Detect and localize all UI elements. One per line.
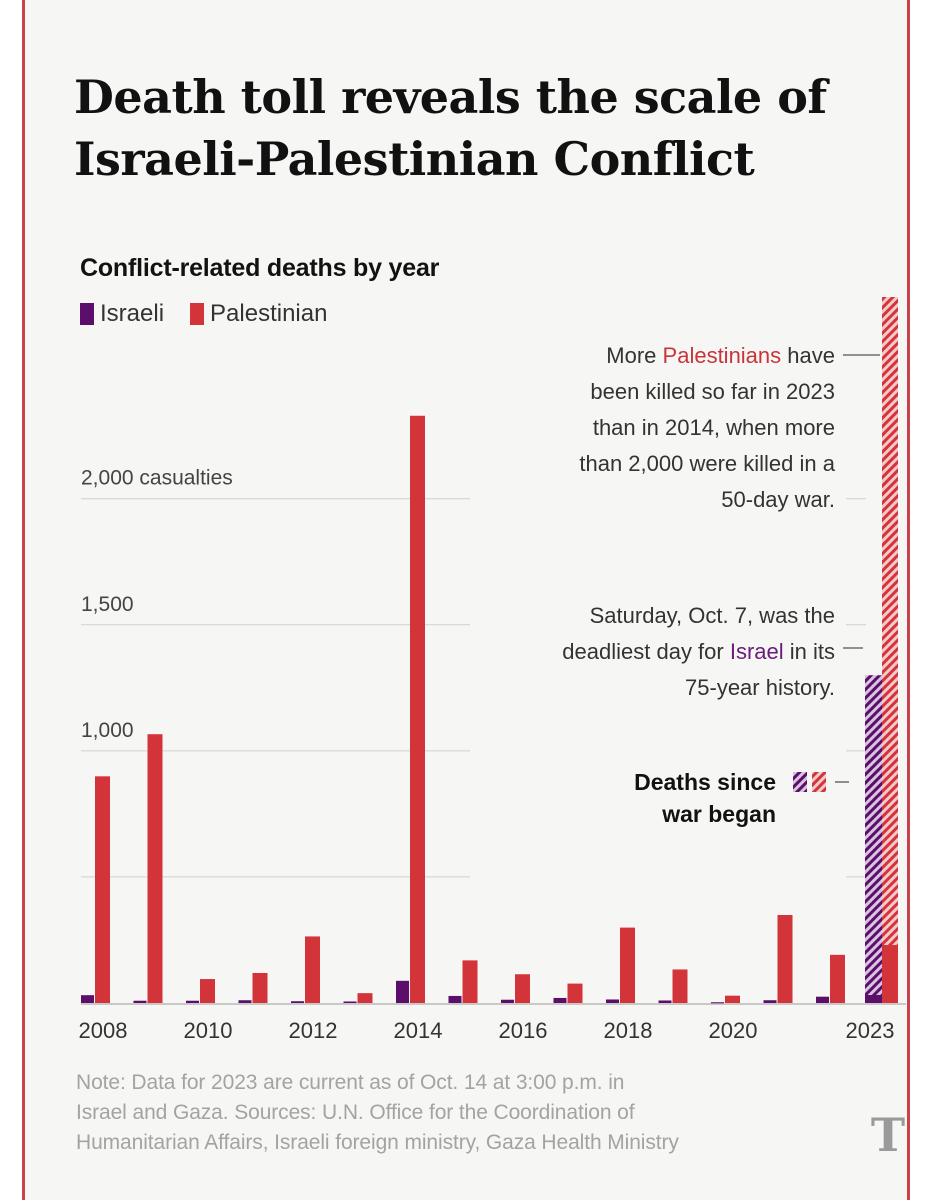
bar-israeli-2015 bbox=[448, 995, 462, 1003]
annotation-israel: Saturday, Oct. 7, was the deadliest day … bbox=[470, 598, 835, 706]
bar-palestinian-2013 bbox=[357, 993, 373, 1003]
annotation-israel-line-3: 75-year history. bbox=[685, 675, 835, 700]
bar-israeli-2023 bbox=[865, 995, 882, 1003]
annotation-palestinians-line-4: than 2,000 were killed in a bbox=[579, 451, 835, 476]
y-tick-label: 1,500 bbox=[81, 593, 134, 616]
bar-palestinian-2016 bbox=[515, 974, 530, 1003]
x-tick-label: 2016 bbox=[499, 1018, 548, 1043]
annotation-palestinians-line-5: 50-day war. bbox=[721, 487, 835, 512]
annotation-palestinians: More Palestinians have been killed so fa… bbox=[490, 338, 835, 518]
annotation-israel-line-2-pre: deadliest day for bbox=[562, 639, 730, 664]
since-war-key-palestinian bbox=[812, 772, 826, 792]
bar-israeli-2010 bbox=[186, 1000, 199, 1003]
bar-palestinian-2008 bbox=[95, 776, 110, 1003]
bar-israeli-2019 bbox=[658, 1000, 672, 1003]
bar-israeli-2013 bbox=[343, 1001, 357, 1003]
chart-subtitle: Conflict-related deaths by year bbox=[80, 254, 440, 282]
bar-palestinian-2020 bbox=[725, 995, 740, 1003]
headline: Death toll reveals the scale of Israeli-… bbox=[74, 66, 894, 190]
legend-swatch-palestinian bbox=[190, 303, 205, 325]
bar-palestinian-2010 bbox=[200, 979, 215, 1003]
annotation-palestinians-line-1: More Palestinians have bbox=[490, 338, 835, 374]
annotation-israel-line-2-post: in its bbox=[783, 639, 835, 664]
bar-israeli-2016 bbox=[501, 999, 514, 1003]
bar-israeli-2018 bbox=[606, 999, 619, 1003]
annotation-since-war-line-1: Deaths since bbox=[634, 769, 776, 795]
bar-israeli-2009 bbox=[133, 1000, 147, 1003]
annotation-palestinians-line-1-post: have bbox=[781, 343, 835, 368]
source-note-line-3: Humanitarian Affairs, Israeli foreign mi… bbox=[76, 1131, 679, 1154]
headline-line-1: Death toll reveals the scale of bbox=[74, 70, 827, 124]
bar-palestinian-2011 bbox=[252, 972, 268, 1003]
bar-israeli-2014 bbox=[396, 980, 409, 1003]
bar-palestinian-2023 bbox=[882, 945, 898, 1003]
bar-israeli-2022 bbox=[816, 996, 829, 1003]
bar-palestinian-2022 bbox=[830, 954, 845, 1003]
x-tick-label: 2020 bbox=[709, 1018, 758, 1043]
bar-israeli-2017 bbox=[553, 997, 567, 1003]
x-tick-label: 2008 bbox=[79, 1018, 128, 1043]
annotation-israel-highlight: Israel bbox=[729, 639, 784, 664]
bar-israeli-2011 bbox=[238, 1000, 252, 1003]
bar-israeli-2020 bbox=[711, 1002, 724, 1004]
legend-label-palestinian: Palestinian bbox=[210, 300, 328, 327]
bar-palestinian-2021 bbox=[777, 915, 793, 1003]
bar-palestinian-2015 bbox=[462, 960, 478, 1003]
bar-palestinian-2019 bbox=[672, 969, 688, 1003]
source-note-line-2: Israel and Gaza. Sources: U.N. Office fo… bbox=[76, 1101, 635, 1124]
bar-palestinian-2014 bbox=[410, 415, 425, 1003]
annotation-since-war: Deaths since war began bbox=[590, 766, 776, 830]
bar-israeli-2008 bbox=[81, 995, 94, 1003]
x-tick-label: 2012 bbox=[289, 1018, 338, 1043]
x-tick-label: 2014 bbox=[394, 1018, 443, 1043]
y-tick-label: 2,000 casualties bbox=[81, 467, 233, 490]
annotation-palestinians-line-3: than in 2014, when more bbox=[592, 415, 835, 440]
source-note-line-1: Note: Data for 2023 are current as of Oc… bbox=[76, 1071, 625, 1094]
bar-palestinian-2009 bbox=[147, 734, 163, 1003]
legend-item-palestinian: Palestinian bbox=[190, 300, 327, 328]
bar-palestinian-2023-since-war bbox=[882, 297, 898, 946]
bar-israeli-2012 bbox=[291, 1001, 304, 1003]
legend: Israeli Palestinian bbox=[80, 300, 353, 328]
y-tick-label: 1,000 bbox=[81, 719, 134, 742]
bar-palestinian-2012 bbox=[305, 936, 320, 1003]
legend-item-israeli: Israeli bbox=[80, 300, 164, 328]
annotation-since-war-line-2: war began bbox=[662, 801, 776, 827]
annotation-palestinians-line-2: been killed so far in 2023 bbox=[590, 379, 835, 404]
headline-line-2: Israeli-Palestinian Conflict bbox=[74, 132, 755, 186]
x-tick-label: 2018 bbox=[604, 1018, 653, 1043]
bar-israeli-2023-since-war bbox=[865, 675, 882, 1003]
legend-swatch-israeli bbox=[80, 303, 94, 325]
bar-palestinian-2017 bbox=[567, 983, 583, 1003]
legend-label-israeli: Israeli bbox=[100, 300, 165, 327]
bar-palestinian-2018 bbox=[620, 927, 635, 1003]
annotation-israel-line-2: deadliest day for Israel in its bbox=[470, 634, 835, 670]
source-note: Note: Data for 2023 are current as of Oc… bbox=[76, 1068, 866, 1158]
x-tick-label: 2023 bbox=[846, 1018, 895, 1043]
since-war-key-israeli bbox=[793, 772, 807, 792]
annotation-israel-line-1: Saturday, Oct. 7, was the bbox=[589, 603, 835, 628]
x-tick-label: 2010 bbox=[184, 1018, 233, 1043]
nyt-logo: T bbox=[870, 1108, 906, 1162]
annotation-palestinians-line-1-pre: More bbox=[606, 343, 663, 368]
bar-israeli-2021 bbox=[763, 1000, 777, 1003]
annotation-palestinians-highlight: Palestinians bbox=[662, 343, 782, 368]
